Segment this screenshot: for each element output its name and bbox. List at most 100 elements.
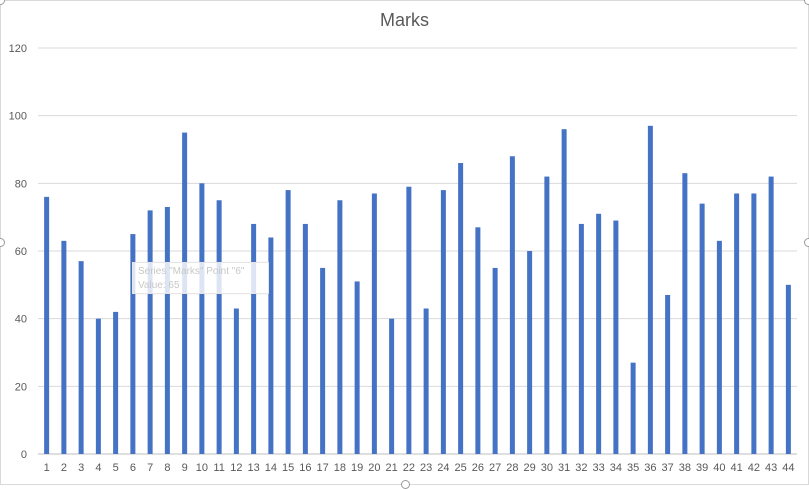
bar[interactable] [647,125,653,455]
x-tick-label: 7 [147,462,153,474]
bar[interactable] [699,203,705,454]
x-tick-label: 10 [196,462,208,474]
x-tick-label: 15 [282,462,294,474]
x-tick-label: 34 [610,462,622,474]
bar[interactable] [61,240,67,454]
x-tick-label: 19 [351,462,363,474]
bar[interactable] [233,308,239,454]
chart-title: Marks [380,10,429,30]
bar[interactable] [630,362,636,454]
x-tick-label: 37 [662,462,674,474]
y-tick-label: 100 [9,111,27,123]
bar[interactable] [561,129,567,454]
x-tick-label: 24 [437,462,449,474]
bar[interactable] [406,186,412,454]
bar[interactable] [613,220,619,454]
y-axis-ticks: 0 20 40 60 80 100 120 [9,43,27,461]
resize-handle-left[interactable] [0,238,5,247]
x-tick-label: 5 [113,462,119,474]
bar[interactable] [389,318,395,454]
bar[interactable] [475,227,481,454]
bar[interactable] [371,193,377,454]
x-tick-label: 33 [593,462,605,474]
bar[interactable] [544,176,550,455]
x-tick-label: 21 [386,462,398,474]
x-tick-label: 41 [731,462,743,474]
x-tick-label: 26 [472,462,484,474]
x-tick-label: 36 [644,462,656,474]
bar[interactable] [509,156,515,454]
bar[interactable] [596,213,602,454]
bar[interactable] [302,223,308,454]
bar[interactable] [492,267,498,454]
x-tick-label: 42 [748,462,760,474]
bar[interactable] [458,163,464,455]
resize-handle-top-left[interactable] [0,0,5,5]
x-tick-label: 28 [506,462,518,474]
x-tick-label: 40 [713,462,725,474]
bar[interactable] [716,240,722,454]
bar[interactable] [423,308,429,454]
bar[interactable] [164,207,170,454]
bar[interactable] [665,294,671,454]
resize-handle-top-right[interactable] [804,0,809,5]
y-tick-label: 60 [15,246,27,258]
bar[interactable] [527,251,533,454]
x-tick-label: 23 [420,462,432,474]
bar[interactable] [785,284,791,454]
x-tick-label: 8 [164,462,170,474]
y-tick-label: 40 [15,314,27,326]
x-tick-label: 6 [130,462,136,474]
gridlines [38,47,797,455]
x-tick-label: 22 [403,462,415,474]
x-tick-label: 20 [368,462,380,474]
data-tooltip: Series "Marks" Point "6" Value: 65 [132,262,269,294]
x-tick-label: 13 [248,462,260,474]
bar[interactable] [354,281,360,454]
x-tick-label: 44 [782,462,794,474]
x-tick-label: 17 [317,462,329,474]
y-tick-label: 20 [15,381,27,393]
x-tick-label: 16 [299,462,311,474]
bar[interactable] [199,183,205,455]
bar[interactable] [78,261,84,454]
bar[interactable] [682,173,688,454]
x-tick-label: 29 [524,462,536,474]
bar[interactable] [113,311,119,454]
bars [44,125,791,455]
resize-handle-right[interactable] [804,238,809,247]
x-tick-label: 25 [455,462,467,474]
x-tick-label: 27 [489,462,501,474]
x-tick-label: 14 [265,462,277,474]
tooltip-value-line: Value: 65 [138,280,180,291]
bar[interactable] [578,223,584,454]
bar[interactable] [216,200,222,454]
bar[interactable] [751,193,757,454]
x-tick-label: 11 [213,462,224,474]
y-tick-label: 120 [9,43,27,55]
tooltip-series-line: Series "Marks" Point "6" [138,266,245,277]
bar[interactable] [320,267,326,454]
bar[interactable] [130,234,136,454]
bar[interactable] [147,210,153,454]
bar[interactable] [251,223,257,454]
x-tick-label: 2 [61,462,67,474]
bar[interactable] [268,237,274,454]
bar[interactable] [734,193,740,454]
x-tick-label: 3 [78,462,84,474]
bar[interactable] [95,318,101,454]
x-tick-label: 38 [679,462,691,474]
bar[interactable] [44,196,50,454]
bar[interactable] [337,200,343,454]
x-tick-label: 12 [230,462,242,474]
bar[interactable] [440,190,446,454]
x-tick-label: 9 [182,462,188,474]
x-tick-label: 4 [95,462,101,474]
y-tick-label: 80 [15,178,27,190]
bar[interactable] [768,176,774,455]
x-axis-ticks: 1 2 3 4 5 6 7 8 9 10 11 12 13 14 15 16 17 18 19 20 21 22 23 24 2… [44,462,795,474]
bar[interactable] [285,190,291,454]
y-tick-label: 0 [21,449,27,461]
x-tick-label: 30 [541,462,553,474]
